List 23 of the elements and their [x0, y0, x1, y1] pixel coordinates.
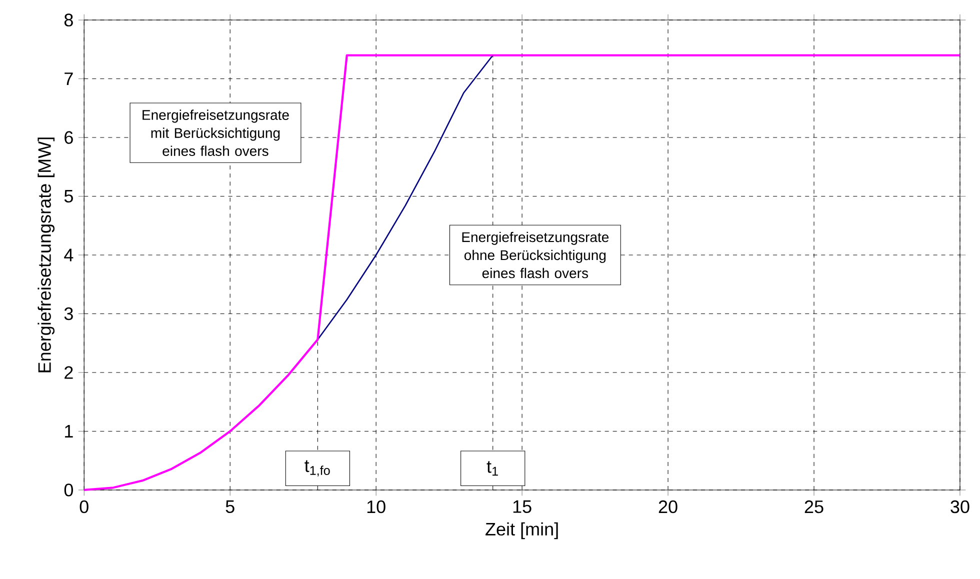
- x-tick-label: 25: [804, 500, 824, 513]
- annotation: Energiefreisetzungsrate ohne Berücksichtigung eines flash overs: [462, 232, 609, 278]
- ref-line-label: t$_{1}$: [486, 460, 498, 476]
- y-tick-label: 3: [64, 307, 73, 320]
- x-tick-label: 20: [658, 500, 678, 513]
- annotation: Energiefreisetzungsrate mit Berücksichtigung eines flash overs: [142, 109, 289, 156]
- y-tick-label: 6: [64, 130, 73, 144]
- line-series: [83, 54, 962, 491]
- y-tick-label: 2: [64, 366, 73, 379]
- ref-line-label: t$_{1,fo}$: [304, 460, 330, 476]
- x-tick-label: 0: [80, 500, 88, 513]
- y-tick-label: 1: [65, 424, 73, 438]
- x-tick-label: 10: [367, 500, 386, 513]
- x-tick-label: 5: [226, 500, 234, 513]
- y-tick-label: 4: [64, 248, 74, 261]
- x-tick-label: 30: [950, 500, 970, 513]
- x-tick-label: 15: [513, 500, 532, 513]
- y-axis-title: Energiefreisetzungsrate [MW]: [38, 137, 55, 372]
- x-axis-title: Zeit [min]: [486, 522, 558, 539]
- y-tick-label: 0: [64, 483, 73, 496]
- y-tick-label: 7: [64, 72, 73, 85]
- y-tick-label: 5: [64, 190, 73, 202]
- y-tick-label: 8: [64, 13, 73, 26]
